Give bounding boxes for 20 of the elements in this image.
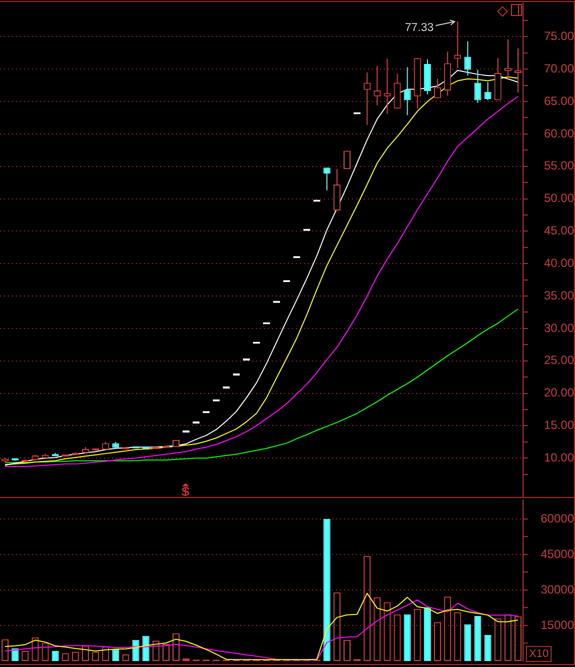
y-tick-label: 25.00 xyxy=(544,353,574,368)
y-tick-label: 65.00 xyxy=(544,94,574,108)
y-tick-label: 10.00 xyxy=(544,450,574,464)
y-tick-label: 45000 xyxy=(540,546,574,561)
y-tick-label: 15000 xyxy=(540,618,574,632)
y-tick-label: 70.00 xyxy=(544,61,574,76)
y-tick-label: 45.00 xyxy=(544,224,574,238)
y-tick-label: 50.00 xyxy=(544,191,574,206)
annotation: 77.33 xyxy=(404,22,434,34)
y-tick-label: 60000 xyxy=(540,511,574,526)
y-tick-label: 40.00 xyxy=(544,256,574,270)
text: X10 xyxy=(529,648,549,660)
y-tick-label: 55.00 xyxy=(544,158,574,173)
y-tick-label: 15.00 xyxy=(544,418,574,432)
y-tick-label: 30.00 xyxy=(544,320,574,335)
y-tick-label: 20.00 xyxy=(544,386,574,400)
y-tick-label: 60.00 xyxy=(544,126,574,140)
y-tick-label: 75.00 xyxy=(544,29,574,44)
y-tick-label: 30000 xyxy=(540,582,574,596)
y-tick-label: 35.00 xyxy=(544,288,574,302)
